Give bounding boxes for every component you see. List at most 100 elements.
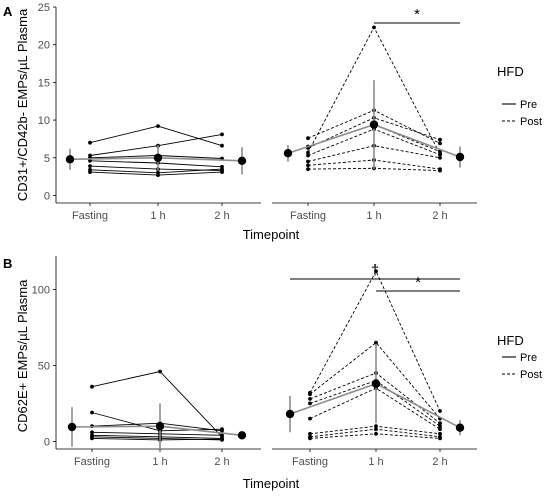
panel-a: A CD31+/CD42b- EMPs/µL Plasma Timepoint …: [3, 2, 477, 242]
panel-a-facet-pre-mean-point: [153, 153, 163, 162]
panel-a-y-tick-label: 20: [38, 40, 50, 52]
panel-b-facet-post-subject-point: [438, 436, 442, 441]
panel-b-facet-post-subject-point: [308, 416, 312, 421]
panel-b-x-axis-title: Timepoint: [243, 476, 300, 491]
panel-a-facet-pre-x-tick-label: 2 h: [214, 210, 229, 222]
panel-b-plot: 0 50 100 Fasting 1 h 2 h Fasting 1 h 2 h † *: [32, 256, 477, 468]
panel-b-facet-pre-subject-point: [220, 437, 224, 441]
panel-a-facet-post-subject-point: [306, 163, 310, 168]
panel-b-facet-post-x-tick-label: 1 h: [368, 456, 383, 468]
legend-a: HFD Pre Post: [497, 64, 542, 128]
panel-a-y-tick-label: 15: [38, 77, 50, 89]
panel-b-facet-post-x-tick-label: 2 h: [432, 456, 447, 468]
panel-a-facet-pre-x-tick-label: Fasting: [72, 210, 108, 222]
panel-a-facet-post-subject-line: [307, 124, 441, 153]
legend-a-post-label: Post: [520, 116, 542, 128]
panel-a-facet-post-subject-point: [438, 155, 442, 160]
panel-a-facet-pre-mean-point: [237, 156, 247, 165]
panel-b-facet-post-subject-point: [308, 436, 312, 441]
panel-a-facet-post-subject-point: [438, 168, 442, 173]
panel-a-facet-pre-subject-point: [156, 173, 160, 178]
panel-a-facet-post-subject-point: [438, 149, 442, 154]
panel-a-y-tick-label: 0: [44, 190, 50, 202]
legend-b-post-label: Post: [520, 369, 542, 381]
panel-a-facet-post-subject-point: [306, 150, 310, 155]
panel-b-facet-post-subject-point: [438, 427, 442, 432]
panel-b-facet-pre-x-tick-label: 1 h: [152, 456, 167, 468]
panel-b-facet-pre-subject-point: [90, 410, 94, 415]
panel-b-facet-pre-subject-line: [91, 431, 223, 436]
panel-b-facet-post-subject-point: [438, 409, 442, 413]
panel-b-y-axis-title: CD62E+ EMPs/µL Plasma: [15, 279, 30, 432]
panel-b: B CD62E+ EMPs/µL Plasma Timepoint 0 50 100…: [3, 256, 477, 491]
panel-b-facet-pre-mean-point: [237, 431, 247, 440]
panel-b-facet-post-subject-line: [309, 387, 441, 430]
panel-b-y-tick-label: 50: [38, 360, 50, 372]
panel-letter-a: A: [3, 4, 13, 19]
panel-b-facet-pre-subject-point: [220, 428, 224, 433]
panel-a-facet-post-subject-point: [438, 152, 442, 157]
panel-a-facet-pre-subject-point: [88, 140, 92, 145]
panel-b-facet-post-mean-point: [455, 423, 465, 432]
panel-b-facet-pre-subject-point: [90, 430, 94, 435]
panel-b-y-tick-label: 100: [32, 284, 50, 296]
panel-b-facet-post-subject-line: [309, 380, 441, 427]
panel-b-facet-post-subject-point: [308, 431, 312, 436]
panel-a-facet-pre-subject-point: [220, 132, 224, 137]
panel-b-significance-symbol: *: [415, 274, 421, 291]
panel-a-facet-pre-subject-point: [88, 164, 92, 169]
panel-a-plot: 0 5 10 15 20 25 Fasting 1 h 2 h Fasting 1 h 2 h *: [38, 2, 477, 222]
panel-b-facet-pre-x-tick-label: 2 h: [214, 456, 229, 468]
panel-b-facet-post-subject-point: [374, 340, 378, 345]
panel-a-facet-post-subject-point: [438, 141, 442, 146]
panel-a-facet-pre-mean-point: [65, 155, 75, 164]
panel-b-facet-post-mean-point: [285, 409, 295, 419]
panel-b-facet-post-subject-point: [374, 269, 378, 274]
panel-a-facet-pre-subject-point: [220, 167, 224, 172]
panel-letter-b: B: [3, 256, 12, 271]
panel-a-y-tick-label: 5: [44, 153, 50, 165]
legend-b-title: HFD: [497, 333, 524, 348]
panel-a-facet-post-subject-point: [306, 153, 310, 158]
panel-b-facet-pre-mean-point: [155, 422, 165, 431]
panel-b-facet-post-subject-point: [308, 392, 312, 397]
panel-b-facet-post-subject-line: [309, 341, 441, 419]
panel-a-facet-pre-subject-line: [89, 125, 223, 147]
panel-a-facet-pre-subject-point: [220, 170, 224, 175]
panel-b-facet-post-subject-line: [309, 270, 441, 412]
panel-a-facet-post-x-tick-label: Fasting: [290, 210, 326, 222]
panel-b-facet-pre-subject-point: [90, 384, 94, 389]
panel-a-facet-post-subject-point: [306, 167, 310, 172]
panel-b-y-tick-label: 0: [44, 436, 50, 448]
panel-a-facet-pre-subject-line: [89, 168, 223, 174]
panel-a-facet-post-subject-point: [306, 136, 310, 141]
panel-a-facet-post-subject-point: [438, 137, 442, 142]
panel-a-facet-post-subject-point: [306, 159, 310, 164]
legend-a-title: HFD: [497, 64, 524, 79]
panel-a-facet-pre-subject-line: [89, 160, 223, 168]
legend-a-pre-label: Pre: [520, 99, 537, 111]
panel-a-facet-pre-subject-point: [88, 170, 92, 175]
panel-a-significance-symbol: *: [414, 6, 420, 23]
panel-b-facet-post-subject-point: [438, 424, 442, 429]
panel-a-facet-post-x-tick-label: 2 h: [432, 210, 447, 222]
panel-b-facet-pre-x-tick-label: Fasting: [74, 456, 110, 468]
panel-a-facet-pre-subject-point: [88, 158, 92, 163]
panel-a-facet-pre-subject-point: [220, 143, 224, 148]
panel-b-facet-post-subject-point: [308, 397, 312, 401]
panel-b-facet-post-subject-point: [374, 424, 378, 429]
panel-a-x-axis-title: Timepoint: [243, 227, 300, 242]
panel-b-facet-post-subject-point: [374, 427, 378, 432]
panel-a-facet-post-mean-point: [455, 152, 465, 162]
panel-b-facet-pre-mean-point: [67, 422, 77, 432]
panel-a-facet-post-mean-point: [369, 120, 379, 129]
panel-a-y-tick-label: 25: [38, 2, 50, 14]
panel-a-facet-pre-x-tick-label: 1 h: [150, 210, 165, 222]
panel-a-facet-post-mean-point: [283, 149, 293, 158]
panel-b-facet-post-subject-point: [374, 431, 378, 436]
panel-a-facet-post-subject-point: [372, 25, 376, 30]
panel-b-facet-pre-subject-point: [158, 369, 162, 374]
panel-a-y-tick-label: 10: [38, 115, 50, 127]
panel-b-facet-post-subject-point: [438, 431, 442, 436]
